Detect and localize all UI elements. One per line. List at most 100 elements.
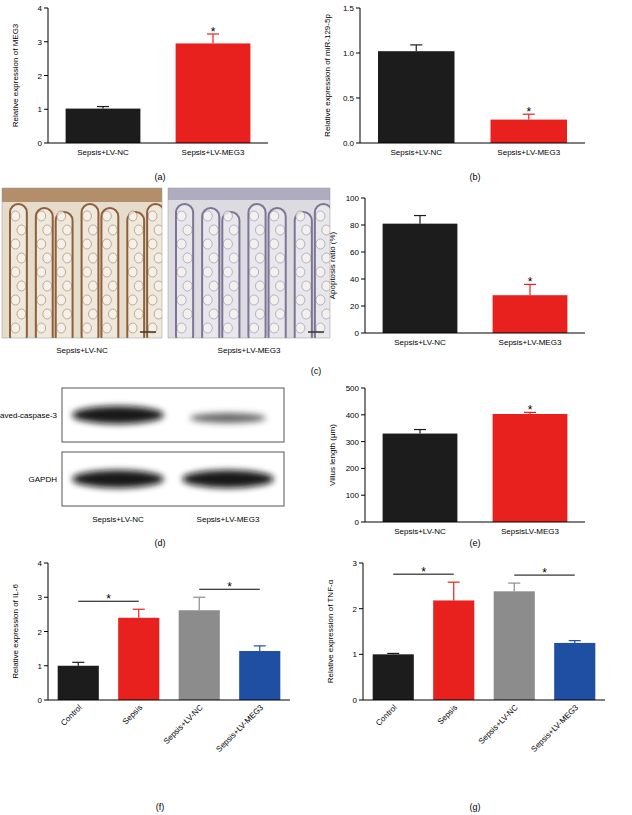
- tick-mark: [361, 306, 365, 307]
- epithelium: [168, 188, 330, 200]
- goblet-cell: [203, 295, 212, 305]
- error-bar: [448, 582, 460, 600]
- goblet-cell: [11, 239, 20, 249]
- category-label: SepsisLV-MEG3: [501, 527, 560, 536]
- goblet-cell: [43, 253, 52, 263]
- significance: *: [542, 566, 547, 580]
- tick-mark: [361, 198, 365, 199]
- tick-label: 100: [346, 491, 360, 500]
- significance: *: [421, 565, 426, 579]
- bar: [494, 591, 535, 700]
- bar-chart: 01234Sepsis+LV-NCSepsis+LV-MEG3Relative …: [11, 4, 268, 157]
- goblet-cell: [302, 225, 311, 235]
- marks: [378, 45, 567, 143]
- frame: [168, 188, 330, 338]
- goblet-cell: [316, 239, 325, 249]
- goblet-cell: [255, 253, 264, 263]
- goblet-cell: [249, 211, 258, 221]
- tick-mark: [44, 665, 48, 666]
- error-cap: [414, 429, 426, 430]
- goblet-cell: [128, 239, 137, 249]
- y-axis: [363, 563, 364, 700]
- axis-label: Relative expression of IL-6: [11, 584, 20, 679]
- western-blot: Cleaved-caspase-3GAPDHSepsis+LV-NCSepsis…: [0, 388, 284, 524]
- goblet-cell: [209, 281, 218, 291]
- tick-mark: [44, 75, 48, 76]
- bar: [239, 651, 280, 700]
- goblet-cell: [83, 267, 92, 277]
- error-cap: [448, 582, 460, 583]
- error-stem: [514, 583, 515, 591]
- goblet-cell: [270, 295, 279, 305]
- goblet-cell: [177, 211, 186, 221]
- goblet-cell: [37, 323, 46, 333]
- goblet-cell: [57, 267, 66, 277]
- goblet-cell: [17, 253, 26, 263]
- goblet-cell: [83, 211, 92, 221]
- goblet-cell: [296, 267, 305, 277]
- goblet-cell: [17, 309, 26, 319]
- x-axis: [360, 143, 585, 144]
- goblet-cell: [209, 309, 218, 319]
- goblet-cell: [296, 239, 305, 249]
- category-label: Sepsis+LV-MEG3: [499, 338, 562, 347]
- tick-label: 40: [350, 275, 359, 284]
- band: [190, 413, 266, 423]
- goblet-cell: [316, 211, 325, 221]
- tick-mark: [361, 495, 365, 496]
- bar-chart: 0.00.51.01.5Sepsis+LV-NCSepsis+LV-MEG3Re…: [323, 4, 585, 157]
- error-cap: [254, 645, 266, 646]
- goblet-cell: [11, 295, 20, 305]
- goblet-cell: [203, 211, 212, 221]
- goblet-cell: [183, 281, 192, 291]
- goblet-cell: [148, 211, 157, 221]
- error-cap: [97, 106, 109, 107]
- goblet-cell: [148, 267, 157, 277]
- goblet-cell: [37, 239, 46, 249]
- goblet-cell: [83, 239, 92, 249]
- goblet-cell: [322, 253, 330, 263]
- micrograph-image: [168, 188, 330, 338]
- axis-label: Relative expression of MEG3: [11, 23, 20, 127]
- error-bar: [410, 45, 422, 51]
- tick-label: 4: [38, 559, 43, 568]
- axis-label: Villus length (μm): [328, 424, 337, 486]
- goblet-cell: [128, 211, 137, 221]
- tick-label: 1.0: [343, 49, 355, 58]
- tick-label: 1: [353, 650, 358, 659]
- goblet-cell: [183, 253, 192, 263]
- tick-label: 2: [353, 605, 358, 614]
- bar-chart: 020406080100Sepsis+LV-NCSepsis+LV-MEG3Ap…: [328, 194, 585, 347]
- crypt: [295, 212, 312, 338]
- tick-label: 3: [38, 38, 43, 47]
- tick-mark: [44, 41, 48, 42]
- tick-mark: [44, 563, 48, 564]
- y-axis: [365, 198, 366, 333]
- error-stem: [259, 646, 260, 651]
- tick-label: 20: [350, 302, 359, 311]
- tick-label: 4: [38, 4, 43, 13]
- goblet-cell: [223, 267, 232, 277]
- tick-label: 60: [350, 248, 359, 257]
- category-label: Sepsis+LV-NC: [394, 338, 446, 347]
- goblet-cell: [17, 281, 26, 291]
- goblet-cell: [148, 295, 157, 305]
- goblet-cell: [203, 239, 212, 249]
- bar: [433, 600, 474, 700]
- error-bar: [569, 641, 581, 643]
- band-label: Cleaved-caspase-3: [0, 411, 58, 420]
- y-axis: [48, 8, 49, 143]
- goblet-cell: [102, 211, 111, 221]
- tick-mark: [361, 414, 365, 415]
- panel-label: (g): [470, 802, 481, 812]
- y-axis: [365, 388, 366, 522]
- tick-label: 500: [346, 384, 360, 393]
- significance: *: [211, 25, 216, 39]
- tick-mark: [44, 109, 48, 110]
- tick-label: 0: [38, 696, 43, 705]
- category-label: Sepsis+LV-NC: [394, 527, 446, 536]
- significance: *: [526, 105, 531, 119]
- crypt: [222, 212, 239, 338]
- goblet-cell: [134, 281, 143, 291]
- goblet-cell: [296, 211, 305, 221]
